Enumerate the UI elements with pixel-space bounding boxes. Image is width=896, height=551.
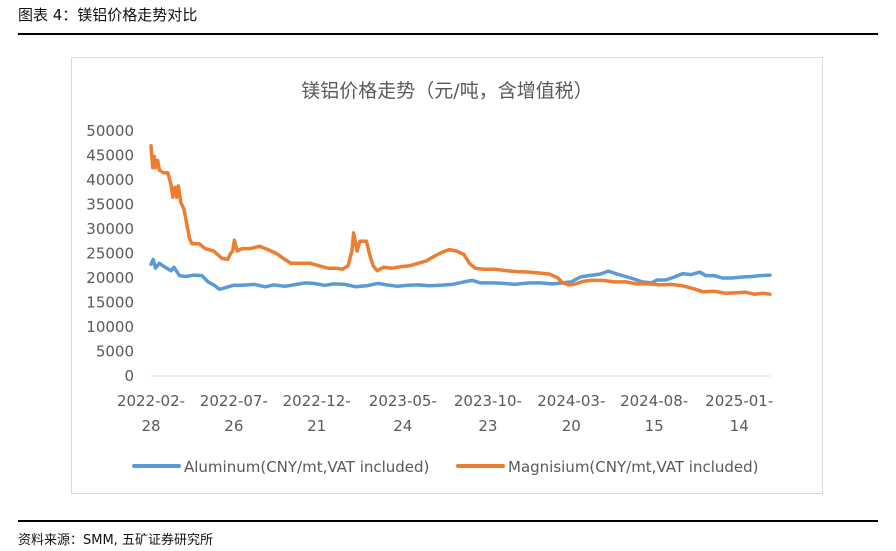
figure-caption: 图表 4：镁铝价格走势对比 — [18, 6, 198, 24]
legend-label: Magnisium(CNY/mt,VAT included) — [508, 458, 759, 476]
x-tick-label: 2024-08-15 — [620, 392, 688, 435]
source-note: 资料来源：SMM, 五矿证券研究所 — [18, 533, 213, 548]
series-line-magnesium — [149, 143, 772, 296]
y-tick-label: 5000 — [96, 343, 134, 361]
chart-frame: 镁铝价格走势（元/吨，含增值税） 0 5000 10000 15000 20000 250… — [71, 57, 823, 494]
y-tick-label: 50000 — [86, 122, 134, 140]
top-rule — [18, 33, 878, 35]
y-tick-label: 40000 — [86, 171, 134, 189]
legend-label: Aluminum(CNY/mt,VAT included) — [184, 458, 429, 476]
y-tick-label: 10000 — [86, 318, 134, 336]
x-tick-label: 2023-05-24 — [369, 392, 437, 435]
bottom-rule — [18, 520, 878, 522]
y-tick-label: 30000 — [86, 220, 134, 238]
y-tick-label: 0 — [124, 367, 134, 385]
series-group — [149, 143, 772, 296]
x-axis: 2022-02-28 2022-07-26 2022-12-21 2023-05-24… — [117, 375, 773, 435]
y-axis: 0 5000 10000 15000 20000 25000 30000 35000 40000… — [86, 122, 134, 385]
chart-title: 镁铝价格走势（元/吨，含增值税） — [301, 80, 592, 102]
series-line-aluminum — [149, 257, 772, 292]
y-tick-label: 20000 — [86, 269, 134, 287]
x-tick-label: 2024-03-20 — [537, 392, 605, 435]
y-tick-label: 35000 — [86, 196, 134, 214]
y-tick-label: 15000 — [86, 294, 134, 312]
y-tick-label: 45000 — [86, 147, 134, 165]
x-tick-label: 2023-10-23 — [454, 392, 522, 435]
legend: Aluminum(CNY/mt,VAT included) Magnisium(C… — [132, 458, 759, 476]
line-chart: 镁铝价格走势（元/吨，含增值税） 0 5000 10000 15000 20000 250… — [86, 80, 773, 476]
x-tick-label: 2022-12-21 — [283, 392, 351, 435]
x-tick-label: 2022-07-26 — [200, 392, 268, 435]
x-tick-label: 2022-02-28 — [117, 392, 185, 435]
x-tick-label: 2025-01-14 — [705, 392, 773, 435]
y-tick-label: 25000 — [86, 245, 134, 263]
